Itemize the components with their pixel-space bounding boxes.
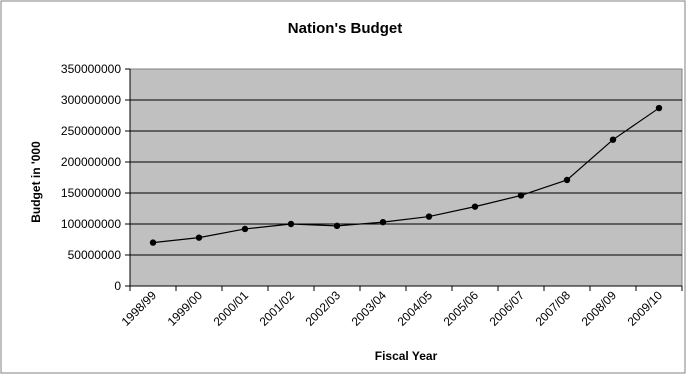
series-line-path <box>152 107 660 244</box>
data-point <box>333 222 341 230</box>
data-point <box>287 220 295 228</box>
data-point <box>655 104 663 112</box>
axes <box>125 68 683 291</box>
y-tick-labels: 0 50000000 100000000 150000000 200000000 2500… <box>61 62 121 293</box>
data-point <box>241 225 249 233</box>
series-line <box>149 104 663 246</box>
y-tick-label: 50000000 <box>68 248 122 262</box>
data-point <box>195 234 203 241</box>
data-point <box>425 213 433 220</box>
data-point <box>379 218 387 226</box>
data-point <box>471 203 479 210</box>
data-point <box>517 192 525 199</box>
plot-area <box>129 68 683 287</box>
y-tick-label: 100000000 <box>61 217 121 231</box>
y-tick-label: 200000000 <box>61 155 121 169</box>
y-tick-label: 350000000 <box>61 62 121 76</box>
x-axis-label: Fiscal Year <box>375 349 438 363</box>
y-tick-label: 300000000 <box>61 93 121 107</box>
y-tick-label: 0 <box>114 279 121 293</box>
data-point <box>609 136 617 143</box>
y-axis-label: Budget in '000 <box>29 141 43 223</box>
chart-title: Nation's Budget <box>288 20 402 37</box>
data-point <box>563 176 571 184</box>
y-tick-label: 250000000 <box>61 124 121 138</box>
y-tick-label: 150000000 <box>61 186 121 200</box>
data-point <box>149 239 157 246</box>
gridlines <box>130 99 682 256</box>
